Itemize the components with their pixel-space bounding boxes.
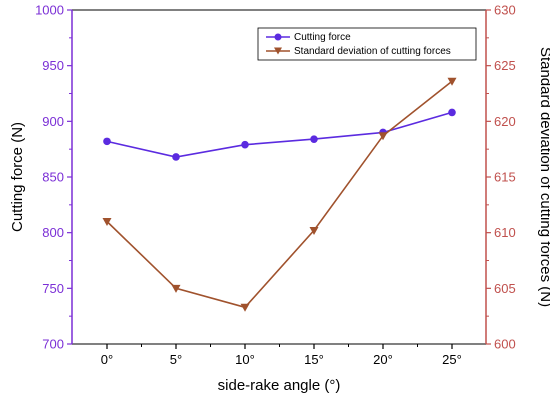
right-tick-label: 600 xyxy=(494,337,516,352)
series-1-point xyxy=(171,284,181,293)
right-tick-label: 615 xyxy=(494,170,516,185)
left-tick-label: 850 xyxy=(42,170,64,185)
right-tick-label: 620 xyxy=(494,114,516,129)
series-1-point xyxy=(378,132,388,141)
x-tick-label: 5° xyxy=(170,352,182,367)
series-0-point xyxy=(103,137,111,146)
x-tick-label: 25° xyxy=(442,352,462,367)
right-tick-label: 605 xyxy=(494,281,516,296)
series-1-point xyxy=(240,303,250,312)
left-tick-label: 1000 xyxy=(35,3,64,18)
series-0-point xyxy=(172,153,180,161)
x-axis-title: side-rake angle (°) xyxy=(218,377,341,394)
legend-label-std-dev: Standard deviation of cutting forces xyxy=(294,46,451,57)
legend-box xyxy=(257,27,477,61)
right-tick-label: 630 xyxy=(494,3,516,18)
left-tick-label: 950 xyxy=(42,58,64,73)
series-0-point xyxy=(310,135,318,143)
series-1-point xyxy=(309,226,319,235)
legend-label-cutting-force: Cutting force xyxy=(294,32,351,43)
series-1-point xyxy=(102,218,112,227)
left-tick-label: 750 xyxy=(42,281,64,296)
legend-marker-std-dev xyxy=(274,47,282,55)
series-line-1 xyxy=(106,80,453,309)
x-tick-label: 0° xyxy=(101,352,113,367)
x-tick-label: 10° xyxy=(235,352,255,367)
legend: Cutting force Standard deviation of cutt… xyxy=(257,27,477,61)
plot-area xyxy=(71,9,487,345)
left-tick-label: 800 xyxy=(42,225,64,240)
x-tick-label: 15° xyxy=(304,352,324,367)
left-axis-title: Cutting force (N) xyxy=(9,122,26,232)
right-tick-label: 610 xyxy=(494,225,516,240)
x-tick-label: 20° xyxy=(373,352,393,367)
series-0-point xyxy=(241,140,249,149)
series-0-point xyxy=(448,108,456,117)
right-axis-title: Standard deviation of cutting forces (N) xyxy=(537,47,550,307)
legend-marker-cutting-force xyxy=(274,33,282,41)
right-tick-label: 625 xyxy=(494,58,516,73)
left-tick-label: 900 xyxy=(42,114,64,129)
series-1-point xyxy=(447,77,457,86)
left-tick-label: 700 xyxy=(42,337,64,352)
series-line-0 xyxy=(106,111,453,158)
